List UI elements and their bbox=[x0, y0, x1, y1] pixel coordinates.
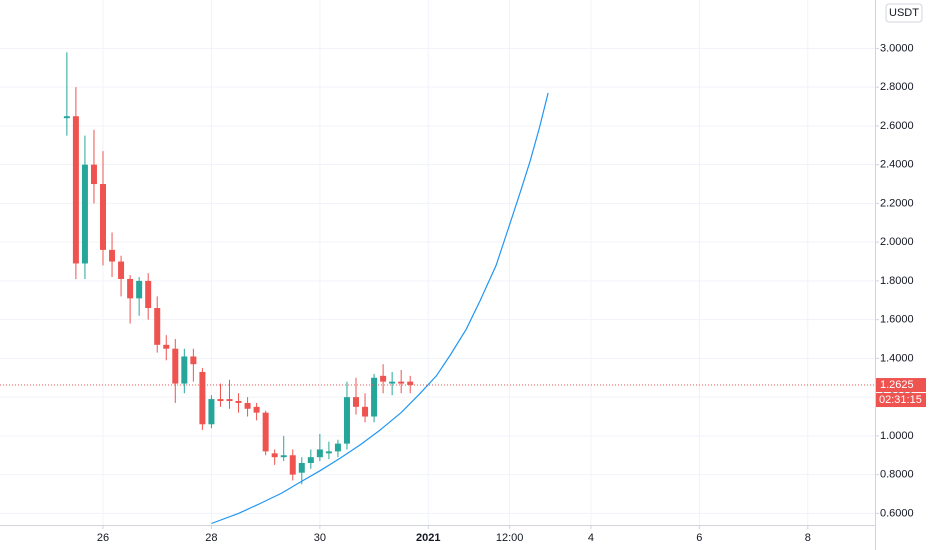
x-tick-label: 26 bbox=[97, 532, 109, 544]
candle-body bbox=[398, 381, 405, 384]
x-tick-label: 6 bbox=[696, 532, 702, 544]
currency-label: USDT bbox=[889, 7, 919, 19]
y-tick-label: 2.2000 bbox=[880, 197, 914, 209]
candle-body bbox=[154, 308, 161, 345]
candle-body bbox=[118, 261, 125, 279]
y-tick-label: 0.8000 bbox=[880, 469, 914, 481]
candle-body bbox=[81, 164, 88, 264]
candle-body bbox=[172, 348, 179, 384]
candle-body bbox=[100, 184, 107, 250]
last-price-label: 1.2625 bbox=[880, 379, 914, 391]
candle-body bbox=[235, 401, 242, 403]
candle-body bbox=[325, 451, 332, 454]
y-tick-label: 0.6000 bbox=[880, 507, 914, 519]
y-tick-label: 1.0000 bbox=[880, 430, 914, 442]
candle-body bbox=[217, 399, 224, 402]
candle-body bbox=[334, 443, 341, 452]
candle-body bbox=[109, 249, 116, 262]
candle-body bbox=[199, 371, 206, 425]
candle-body bbox=[244, 402, 251, 409]
candle-body bbox=[163, 344, 170, 349]
candle-body bbox=[380, 375, 387, 382]
y-tick-label: 2.8000 bbox=[880, 81, 914, 93]
y-tick-label: 2.0000 bbox=[880, 236, 914, 248]
candle-body bbox=[181, 356, 188, 384]
candle-body bbox=[316, 449, 323, 458]
x-tick-label: 30 bbox=[314, 532, 326, 544]
y-tick-label: 1.6000 bbox=[880, 314, 914, 326]
candle-body bbox=[280, 455, 287, 458]
candle-body bbox=[190, 356, 197, 365]
candle-body bbox=[226, 399, 233, 402]
candle-body bbox=[371, 377, 378, 417]
candle-body bbox=[289, 455, 296, 475]
countdown-label: 02:31:15 bbox=[879, 394, 922, 406]
x-tick-label: 2021 bbox=[416, 532, 440, 544]
x-tick-label: 12:00 bbox=[496, 532, 524, 544]
candle-body bbox=[307, 457, 314, 464]
currency-box bbox=[885, 3, 923, 23]
y-tick-label: 3.0000 bbox=[880, 42, 914, 54]
candle-body bbox=[136, 280, 143, 299]
x-tick-label: 8 bbox=[805, 532, 811, 544]
y-tick-label: 1.4000 bbox=[880, 352, 914, 364]
y-tick-label: 2.6000 bbox=[880, 120, 914, 132]
candle-body bbox=[389, 381, 396, 384]
candle-body bbox=[343, 397, 350, 444]
curve-line bbox=[211, 92, 549, 525]
y-tick-label: 1.8000 bbox=[880, 275, 914, 287]
candle-body bbox=[208, 399, 215, 425]
countdown-box bbox=[876, 393, 926, 408]
candle-body bbox=[90, 164, 97, 185]
candle-body bbox=[253, 406, 260, 413]
candle-body bbox=[63, 116, 70, 119]
candle-body bbox=[262, 412, 269, 452]
x-tick-label: 4 bbox=[588, 532, 594, 544]
candle-body bbox=[298, 463, 305, 473]
candle-body bbox=[407, 381, 414, 386]
candle-body bbox=[271, 453, 278, 458]
candle-body bbox=[72, 116, 79, 264]
candle-body bbox=[362, 406, 369, 417]
y-tick-label: 2.4000 bbox=[880, 159, 914, 171]
x-tick-label: 28 bbox=[205, 532, 217, 544]
last-price-box bbox=[876, 378, 926, 393]
candle-body bbox=[145, 280, 152, 309]
candle-body bbox=[353, 397, 360, 407]
candle-body bbox=[127, 278, 134, 299]
